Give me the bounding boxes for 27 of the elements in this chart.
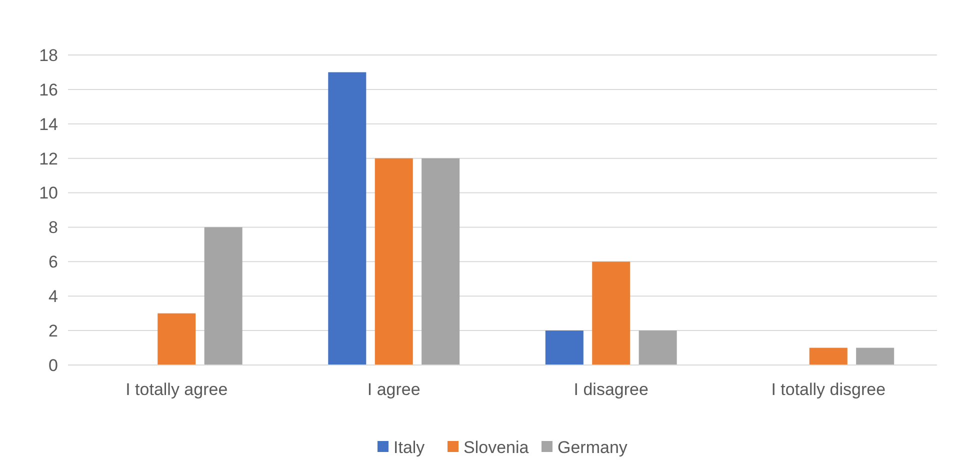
bar: [204, 227, 242, 365]
y-tick-label: 12: [39, 149, 58, 168]
bar: [592, 262, 630, 365]
legend-label: Germany: [558, 438, 628, 457]
y-tick-label: 14: [39, 114, 58, 134]
y-tick-label: 6: [48, 252, 58, 272]
x-tick-label: I totally disgree: [771, 380, 886, 399]
bar: [422, 158, 460, 365]
y-tick-label: 18: [39, 46, 58, 65]
y-tick-label: 2: [48, 322, 58, 341]
bar: [809, 348, 848, 365]
y-tick-label: 4: [48, 287, 58, 306]
bar: [856, 348, 894, 365]
legend-label: Slovenia: [464, 438, 530, 457]
bar: [158, 313, 196, 365]
x-tick-label: I disagree: [574, 380, 648, 399]
bar: [374, 158, 413, 365]
bar: [638, 330, 677, 365]
bar: [545, 330, 584, 365]
x-tick-label: I totally agree: [126, 380, 228, 399]
y-tick-label: 8: [48, 218, 58, 238]
bar: [328, 72, 366, 365]
legend-label: Italy: [394, 438, 426, 457]
y-tick-label: 16: [39, 80, 58, 100]
x-tick-label: I agree: [367, 380, 420, 399]
y-tick-label: 10: [39, 184, 58, 203]
y-tick-label: 0: [48, 356, 58, 375]
